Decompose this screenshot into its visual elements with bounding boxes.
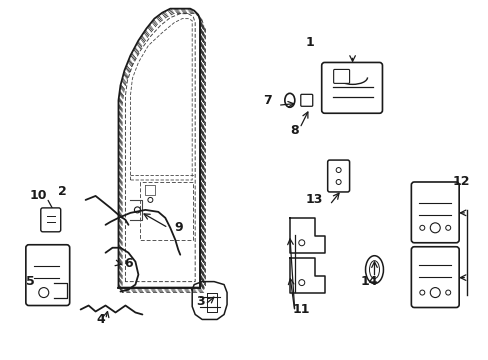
Text: 2: 2 bbox=[58, 185, 67, 198]
Text: 12: 12 bbox=[451, 175, 469, 189]
Text: 9: 9 bbox=[174, 221, 182, 234]
Text: 8: 8 bbox=[290, 124, 299, 137]
FancyBboxPatch shape bbox=[327, 160, 349, 192]
FancyBboxPatch shape bbox=[410, 182, 458, 243]
FancyBboxPatch shape bbox=[41, 208, 61, 232]
Text: 4: 4 bbox=[96, 313, 105, 326]
FancyBboxPatch shape bbox=[26, 245, 69, 306]
Text: 6: 6 bbox=[124, 257, 132, 270]
FancyBboxPatch shape bbox=[300, 94, 312, 106]
Text: 11: 11 bbox=[292, 303, 310, 316]
Text: 5: 5 bbox=[26, 275, 35, 288]
Text: 7: 7 bbox=[263, 94, 272, 107]
Text: 10: 10 bbox=[30, 189, 47, 202]
Text: 13: 13 bbox=[305, 193, 323, 206]
Text: 14: 14 bbox=[360, 275, 378, 288]
Text: 1: 1 bbox=[305, 36, 313, 49]
FancyBboxPatch shape bbox=[321, 62, 382, 113]
FancyBboxPatch shape bbox=[410, 247, 458, 307]
Text: 3: 3 bbox=[196, 295, 204, 308]
FancyBboxPatch shape bbox=[333, 69, 349, 84]
